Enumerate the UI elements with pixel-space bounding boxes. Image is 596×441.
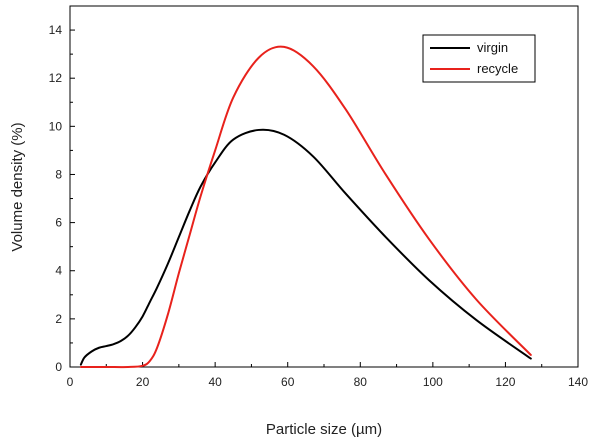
y-tick-label: 14 [49,23,63,37]
y-tick-label: 12 [49,71,63,85]
y-tick-label: 6 [55,216,62,230]
legend: virgin recycle [422,34,536,83]
y-tick-label: 0 [55,360,62,374]
legend-label-virgin: virgin [477,40,508,55]
series-line-recycle [79,45,532,369]
x-tick-label: 120 [495,375,515,389]
legend-label-recycle: recycle [477,61,518,76]
y-axis-ticks: 0 2 4 6 8 10 12 14 [49,23,75,374]
x-tick-label: 100 [423,375,443,389]
x-tick-label: 0 [67,375,74,389]
legend-box [422,34,536,83]
x-axis-ticks: 0 20 40 60 80 100 120 140 [67,362,588,389]
x-axis-title: Particle size (µm) [266,421,382,438]
x-tick-label: 40 [208,375,222,389]
x-tick-label: 60 [281,375,295,389]
y-axis-title: Volume density (%) [9,122,26,251]
y-tick-label: 4 [55,264,62,278]
y-tick-label: 10 [49,119,63,133]
x-tick-label: 80 [354,375,368,389]
x-tick-label: 20 [136,375,150,389]
x-tick-label: 140 [568,375,588,389]
series-layer [79,45,532,369]
y-tick-label: 8 [55,167,62,181]
series-line-virgin [79,128,532,366]
y-tick-label: 2 [55,312,62,326]
